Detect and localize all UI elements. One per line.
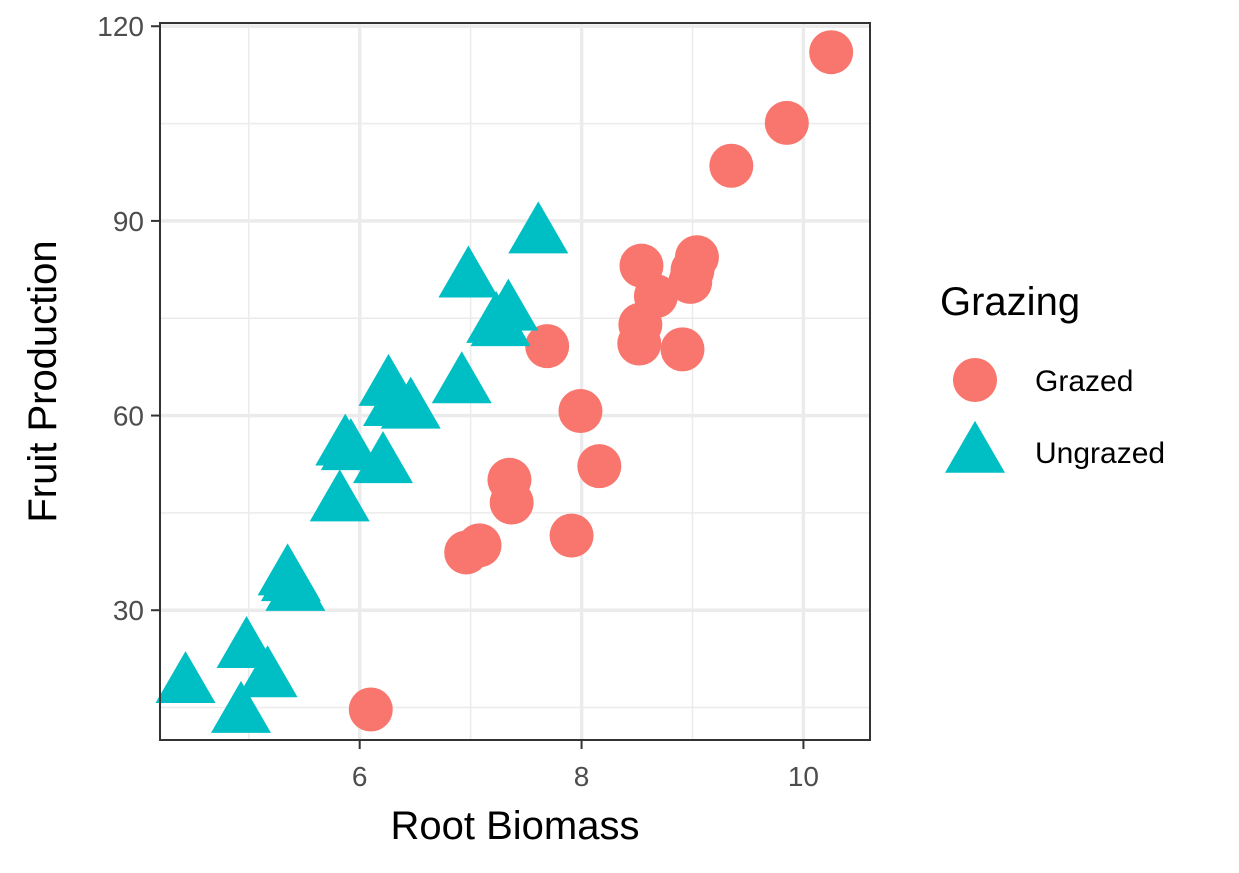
data-point-ungrazed [438, 245, 499, 298]
x-axis-ticks: 6 8 10 [352, 740, 819, 792]
data-point-grazed [525, 324, 570, 369]
series-ungrazed [155, 201, 569, 733]
data-point-ungrazed [320, 418, 381, 471]
data-point-grazed [558, 389, 603, 434]
data-point-ungrazed [237, 645, 298, 698]
axes: 6 8 10 30 60 90 120 [97, 11, 819, 792]
data-point-grazed [809, 30, 854, 75]
data-point-grazed [549, 513, 594, 558]
data-point-ungrazed [380, 376, 441, 429]
x-axis-title: Root Biomass [391, 804, 640, 848]
legend-title: Grazing [940, 280, 1080, 324]
data-point-ungrazed [309, 469, 370, 522]
data-point-grazed [674, 235, 719, 280]
data-point-grazed [709, 143, 754, 188]
data-point-ungrazed [265, 558, 326, 611]
legend: Grazing Grazed Ungrazed [940, 280, 1165, 473]
data-point-ungrazed [470, 294, 531, 347]
legend-item-ungrazed: Ungrazed [945, 420, 1165, 473]
legend-label: Grazed [1035, 365, 1133, 398]
data-point-ungrazed [155, 651, 216, 704]
data-point-grazed [633, 274, 678, 319]
y-tick-label: 30 [113, 595, 144, 626]
legend-key-grazed [953, 358, 997, 402]
data-point-grazed [348, 687, 393, 732]
data-point-ungrazed [216, 616, 277, 668]
x-tick-label: 6 [352, 761, 368, 792]
data-point-grazed [764, 100, 809, 145]
data-points [155, 30, 854, 733]
legend-key-ungrazed [945, 420, 1005, 473]
series-grazed [348, 30, 854, 732]
data-point-ungrazed [210, 680, 271, 733]
panel-border [159, 22, 871, 741]
data-point-grazed [487, 457, 532, 502]
data-point-grazed [660, 327, 705, 372]
y-axis-ticks: 30 60 90 120 [97, 11, 160, 626]
y-tick-label: 60 [113, 401, 144, 432]
x-tick-label: 10 [788, 761, 819, 792]
data-point-ungrazed [352, 431, 413, 484]
y-tick-label: 120 [97, 11, 144, 42]
data-point-grazed [577, 444, 622, 489]
data-point-ungrazed [508, 201, 569, 254]
y-axis-title: Fruit Production [21, 240, 65, 522]
data-point-ungrazed [431, 351, 492, 404]
y-tick-label: 90 [113, 206, 144, 237]
x-tick-label: 8 [574, 761, 590, 792]
data-point-grazed [457, 523, 502, 568]
plot-panel [155, 22, 871, 741]
legend-item-grazed: Grazed [953, 358, 1133, 402]
legend-label: Ungrazed [1035, 437, 1165, 470]
